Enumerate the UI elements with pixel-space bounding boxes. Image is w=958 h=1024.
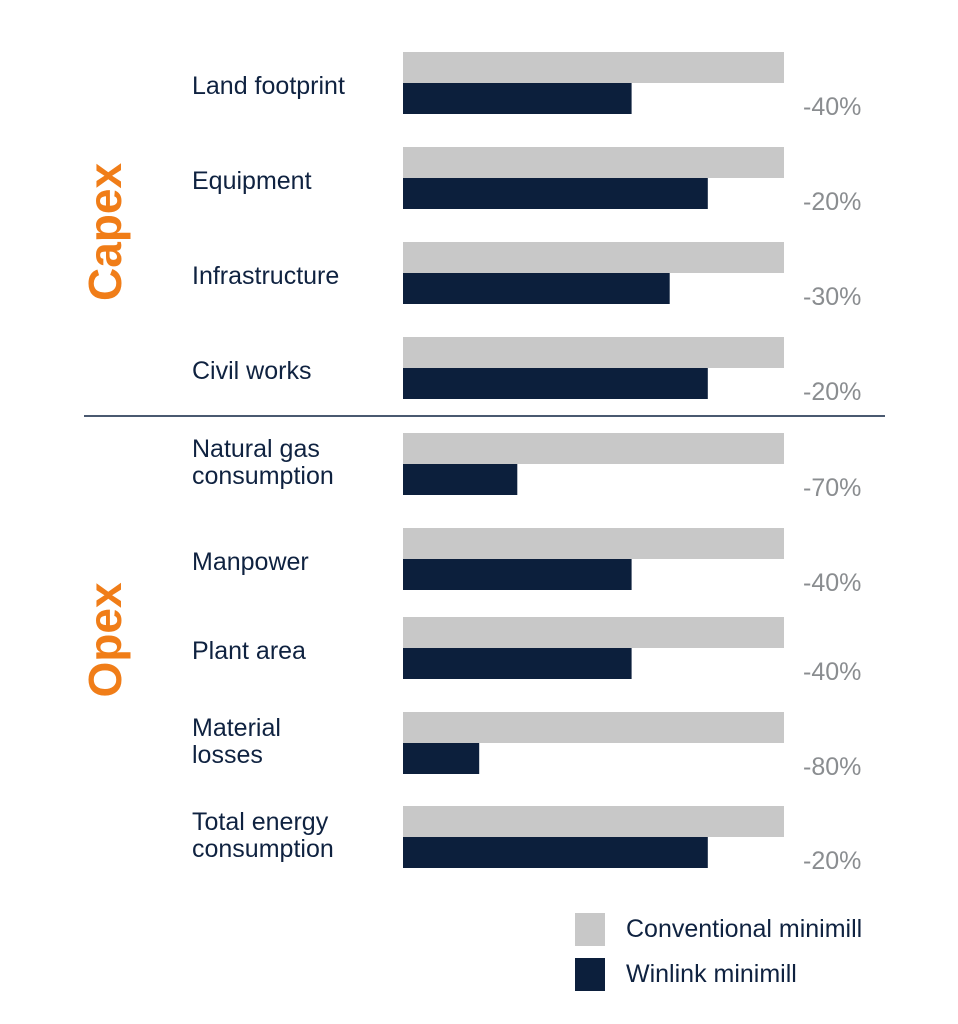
winlink-bar <box>403 273 670 304</box>
winlink-bar <box>403 837 708 868</box>
group-label-opex: Opex <box>79 582 131 697</box>
conventional-bar <box>403 617 784 648</box>
category-label-line: Infrastructure <box>192 262 339 290</box>
winlink-bar <box>403 83 632 114</box>
category-label-line: consumption <box>192 835 334 863</box>
conventional-bar <box>403 147 784 178</box>
category-label-line: Equipment <box>192 167 312 195</box>
winlink-bar <box>403 464 518 495</box>
category-label: Infrastructure <box>192 262 339 290</box>
winlink-bar <box>403 368 708 399</box>
percent-change-label: -80% <box>803 753 861 781</box>
percent-change-label: -40% <box>803 569 861 597</box>
legend-label-conventional: Conventional minimill <box>626 915 862 943</box>
category-label: Material losses <box>192 714 281 769</box>
category-label: Equipment <box>192 167 312 195</box>
legend-swatch-winlink <box>575 958 605 991</box>
percent-change-label: -20% <box>803 847 861 875</box>
percent-change-label: -40% <box>803 658 861 686</box>
conventional-bar <box>403 337 784 368</box>
conventional-bar <box>403 52 784 83</box>
conventional-bar <box>403 242 784 273</box>
winlink-bar <box>403 743 480 774</box>
category-label-line: Manpower <box>192 548 309 576</box>
winlink-bar <box>403 178 708 209</box>
category-label: Plant area <box>192 637 306 665</box>
category-label: Manpower <box>192 548 309 576</box>
category-label: Natural gas consumption <box>192 435 334 490</box>
legend-swatch-conventional <box>575 913 605 946</box>
percent-change-label: -70% <box>803 474 861 502</box>
percent-change-label: -20% <box>803 378 861 406</box>
category-label-line: Plant area <box>192 637 306 665</box>
group-label-capex: Capex <box>79 163 131 301</box>
winlink-bar <box>403 648 632 679</box>
conventional-bar <box>403 712 784 743</box>
category-label-line: Land footprint <box>192 72 345 100</box>
legend-label-winlink: Winlink minimill <box>626 960 797 988</box>
category-label-line: Total energy <box>192 808 329 836</box>
winlink-bar <box>403 559 632 590</box>
category-label-line: Civil works <box>192 357 311 385</box>
category-label-line: consumption <box>192 462 334 490</box>
category-label-line: Material <box>192 714 281 742</box>
percent-change-label: -40% <box>803 93 861 121</box>
category-label: Civil works <box>192 357 311 385</box>
conventional-bar <box>403 528 784 559</box>
category-label: Total energy consumption <box>192 808 334 863</box>
category-label: Land footprint <box>192 72 345 100</box>
category-label-line: losses <box>192 741 263 769</box>
conventional-bar <box>403 433 784 464</box>
percent-change-label: -20% <box>803 188 861 216</box>
percent-change-label: -30% <box>803 283 861 311</box>
conventional-bar <box>403 806 784 837</box>
category-label-line: Natural gas <box>192 435 320 463</box>
